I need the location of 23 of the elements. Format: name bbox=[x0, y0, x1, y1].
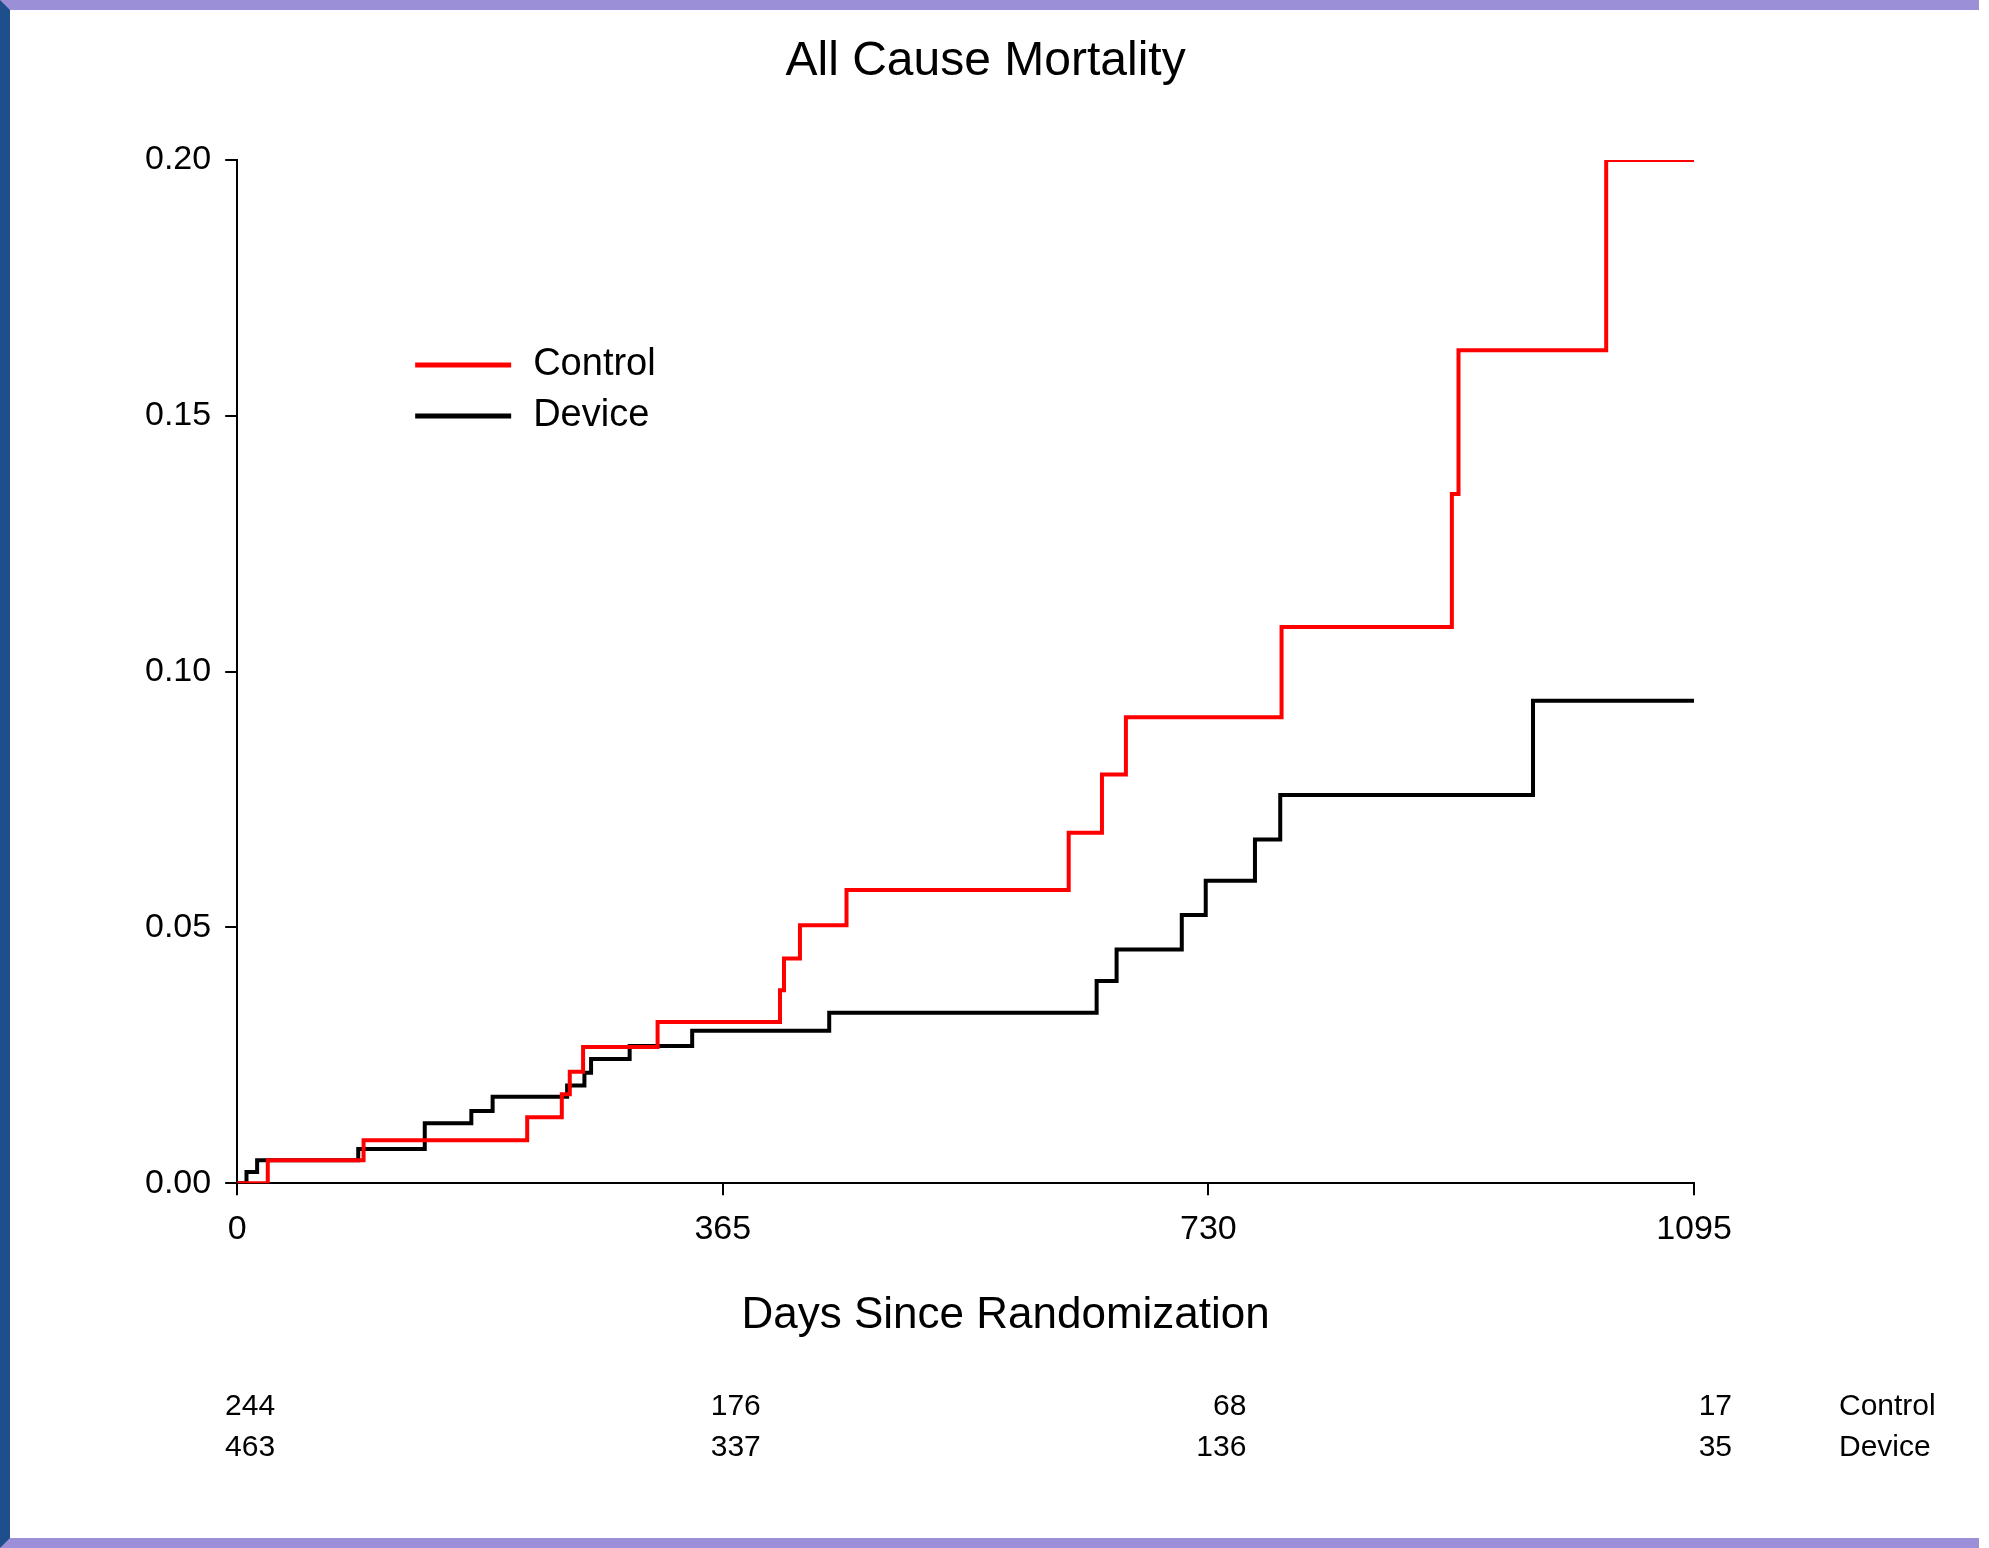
text: 337 bbox=[710, 1429, 761, 1463]
chart-title: All Cause Mortality bbox=[785, 32, 1186, 86]
legend-label: Device bbox=[533, 392, 650, 435]
text: 244 bbox=[225, 1388, 276, 1422]
y-tick-label: 0.15 bbox=[144, 394, 212, 433]
text: 176 bbox=[710, 1388, 761, 1422]
y-tick-label: 0.00 bbox=[144, 1161, 212, 1200]
x-tick-label: 0 bbox=[227, 1207, 247, 1246]
y-tick-label: 0.05 bbox=[144, 905, 212, 944]
text: Control bbox=[1839, 1388, 1936, 1422]
y-tick-label: 0.20 bbox=[144, 138, 212, 177]
legend-label: Control bbox=[533, 341, 656, 384]
y-tick-label: 0.10 bbox=[144, 649, 212, 688]
x-tick-label: 730 bbox=[1180, 1207, 1237, 1246]
x-tick-label: 1095 bbox=[1656, 1207, 1732, 1246]
text: 463 bbox=[225, 1429, 276, 1463]
x-axis-title: Days Since Randomization bbox=[741, 1288, 1270, 1338]
text: 35 bbox=[1698, 1429, 1732, 1463]
text: 68 bbox=[1213, 1388, 1247, 1422]
text: 136 bbox=[1196, 1429, 1247, 1463]
text: 17 bbox=[1698, 1388, 1732, 1422]
x-tick-label: 365 bbox=[694, 1207, 752, 1246]
text: Device bbox=[1839, 1429, 1931, 1463]
